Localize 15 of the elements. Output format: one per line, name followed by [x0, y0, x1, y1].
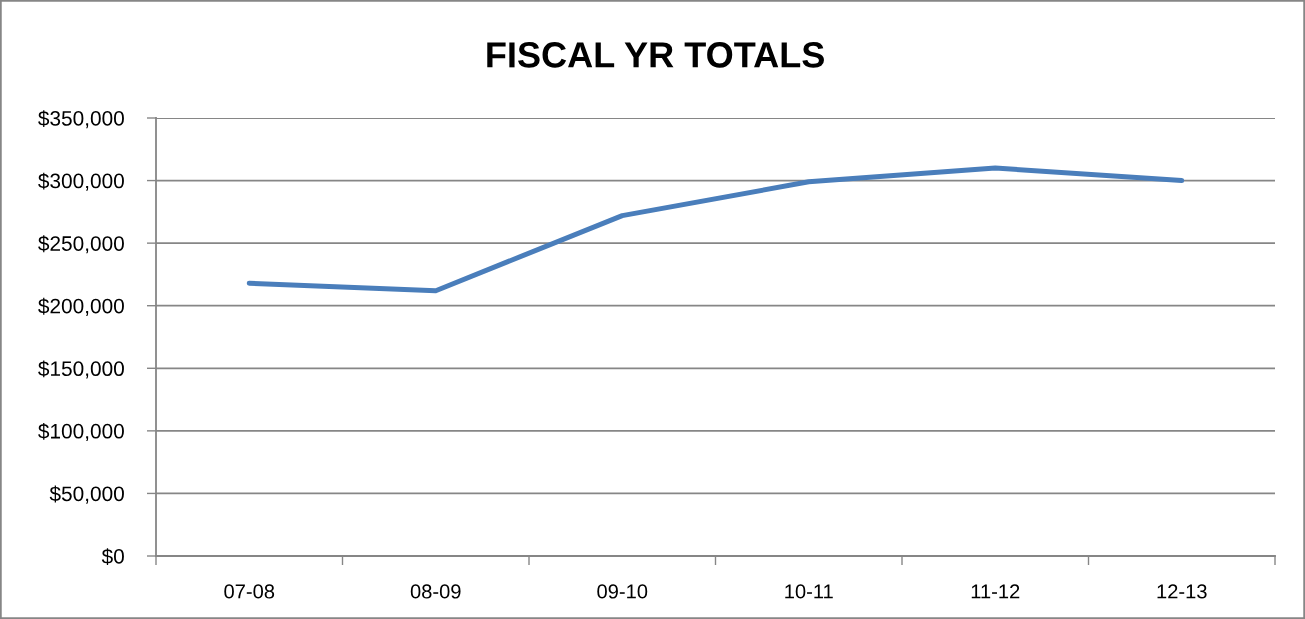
y-tick-label: $200,000 — [38, 297, 124, 316]
chart-title: FISCAL YR TOTALS — [487, 42, 824, 68]
x-tick-label: 11-12 — [971, 584, 1020, 599]
y-tick-label: $350,000 — [38, 110, 124, 129]
y-tick-label: $150,000 — [38, 360, 124, 379]
x-tick-label: 12-13 — [1157, 584, 1207, 599]
x-tick-label: 09-10 — [597, 584, 648, 599]
x-tick-label: 08-09 — [410, 584, 461, 599]
y-tick-label: $0 — [101, 548, 124, 565]
x-tick-label: 10-11 — [785, 584, 833, 599]
y-tick-label: $250,000 — [38, 235, 124, 254]
x-tick-label: 07-08 — [224, 584, 275, 599]
y-tick-label: $100,000 — [38, 422, 124, 442]
y-tick-label: $300,000 — [38, 172, 124, 191]
y-tick-label: $50,000 — [49, 485, 124, 504]
